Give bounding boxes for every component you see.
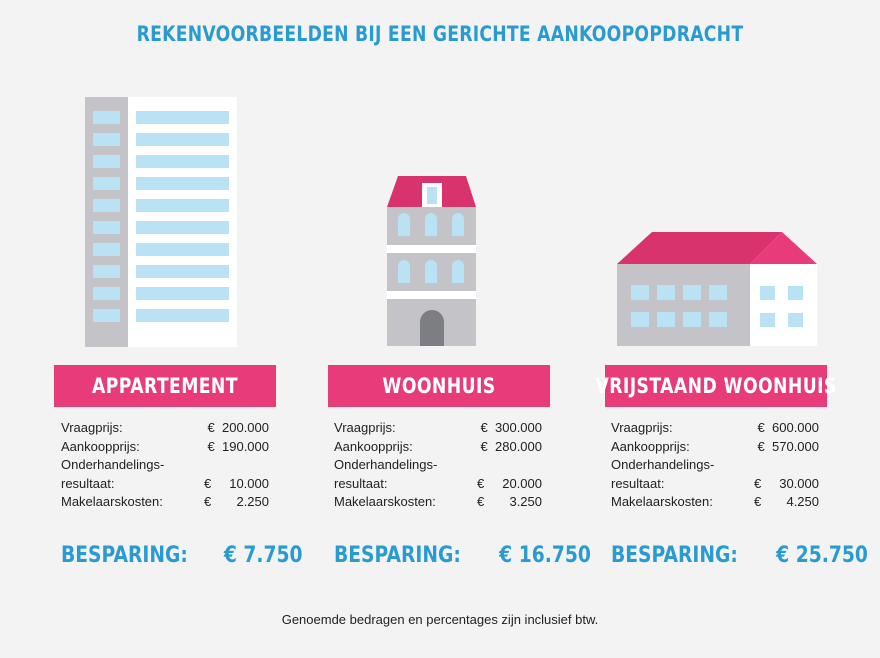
price-row: resultaat: € 10.000 bbox=[61, 475, 269, 494]
row-label: Makelaarskosten: bbox=[61, 494, 163, 510]
row-label: Aankoopprijs: bbox=[611, 438, 690, 454]
row-value: € 10.000 bbox=[203, 475, 269, 491]
price-row: Makelaarskosten: € 2.250 bbox=[61, 493, 269, 512]
row-value: € 600.000 bbox=[757, 420, 819, 435]
row-value: € 4.250 bbox=[753, 494, 819, 510]
row-value: € 570.000 bbox=[757, 438, 819, 454]
price-details-woonhuis: Vraagprijs: € 300.000 Aankoopprijs: € 280.… bbox=[334, 419, 542, 512]
price-row: Onderhandelings- bbox=[334, 456, 542, 475]
row-label: Onderhandelings- bbox=[61, 457, 165, 473]
price-row: Vraagprijs: € 300.000 bbox=[334, 419, 542, 438]
price-row: Onderhandelings- bbox=[61, 456, 269, 475]
apartment-building-icon bbox=[85, 97, 237, 347]
saving-appartement: BESPARING: € 7.750 bbox=[61, 538, 303, 572]
price-row: resultaat: € 30.000 bbox=[611, 475, 819, 494]
price-row: Aankoopprijs: € 190.000 bbox=[61, 438, 269, 457]
row-value: € 20.000 bbox=[476, 475, 542, 491]
banner-label: WOONHUIS bbox=[382, 374, 496, 398]
saving-amount: € 16.750 bbox=[499, 542, 592, 568]
row-label: Aankoopprijs: bbox=[61, 438, 140, 454]
saving-label: BESPARING: bbox=[61, 542, 188, 568]
banner-vrijstaand-woonhuis: VRIJSTAAND WOONHUIS bbox=[595, 365, 836, 407]
row-label: resultaat: bbox=[61, 475, 115, 491]
price-details-appartement: Vraagprijs: € 200.000 Aankoopprijs: € 190.… bbox=[61, 419, 269, 512]
row-label: resultaat: bbox=[334, 475, 388, 491]
banner-label: APPARTEMENT bbox=[92, 374, 238, 398]
banner-label: VRIJSTAAND WOONHUIS bbox=[595, 374, 837, 398]
row-value: € 190.000 bbox=[207, 438, 269, 454]
saving-amount: € 7.750 bbox=[224, 542, 303, 568]
row-label: Onderhandelings- bbox=[334, 457, 438, 473]
row-label: Makelaarskosten: bbox=[334, 494, 436, 510]
buildings-illustration bbox=[85, 97, 817, 347]
townhouse-icon bbox=[387, 176, 476, 346]
saving-label: BESPARING: bbox=[334, 542, 461, 568]
price-row: Vraagprijs: € 200.000 bbox=[61, 419, 269, 438]
row-label: Aankoopprijs: bbox=[334, 438, 413, 454]
row-value: € 200.000 bbox=[207, 420, 269, 435]
footnote: Genoemde bedragen en percentages zijn in… bbox=[281, 612, 599, 627]
banner-woonhuis: WOONHUIS bbox=[328, 365, 550, 407]
saving-vrijstaand-woonhuis: BESPARING: € 25.750 bbox=[611, 538, 868, 572]
price-row: Onderhandelings- bbox=[611, 456, 819, 475]
saving-woonhuis: BESPARING: € 16.750 bbox=[334, 538, 591, 572]
price-row: Vraagprijs: € 600.000 bbox=[611, 419, 819, 438]
saving-label: BESPARING: bbox=[611, 542, 738, 568]
row-label: Vraagprijs: bbox=[611, 420, 673, 435]
row-label: Makelaarskosten: bbox=[611, 494, 713, 510]
row-label: Onderhandelings- bbox=[611, 457, 715, 473]
row-value: € 300.000 bbox=[480, 420, 542, 435]
row-label: Vraagprijs: bbox=[61, 420, 123, 435]
price-row: Makelaarskosten: € 4.250 bbox=[611, 493, 819, 512]
price-details-vrijstaand-woonhuis: Vraagprijs: € 600.000 Aankoopprijs: € 570.… bbox=[611, 419, 819, 512]
price-row: Aankoopprijs: € 570.000 bbox=[611, 438, 819, 457]
row-value: € 30.000 bbox=[753, 475, 819, 491]
price-row: Makelaarskosten: € 3.250 bbox=[334, 493, 542, 512]
detached-house-icon bbox=[617, 232, 817, 346]
row-value: € 280.000 bbox=[480, 438, 542, 454]
banner-appartement: APPARTEMENT bbox=[54, 365, 276, 407]
row-label: resultaat: bbox=[611, 475, 665, 491]
price-row: resultaat: € 20.000 bbox=[334, 475, 542, 494]
saving-amount: € 25.750 bbox=[776, 542, 869, 568]
row-value: € 2.250 bbox=[203, 494, 269, 510]
page-title: REKENVOORBEELDEN BIJ EEN GERICHTE AANKOO… bbox=[136, 22, 744, 46]
price-row: Aankoopprijs: € 280.000 bbox=[334, 438, 542, 457]
row-label: Vraagprijs: bbox=[334, 420, 396, 435]
row-value: € 3.250 bbox=[476, 494, 542, 510]
